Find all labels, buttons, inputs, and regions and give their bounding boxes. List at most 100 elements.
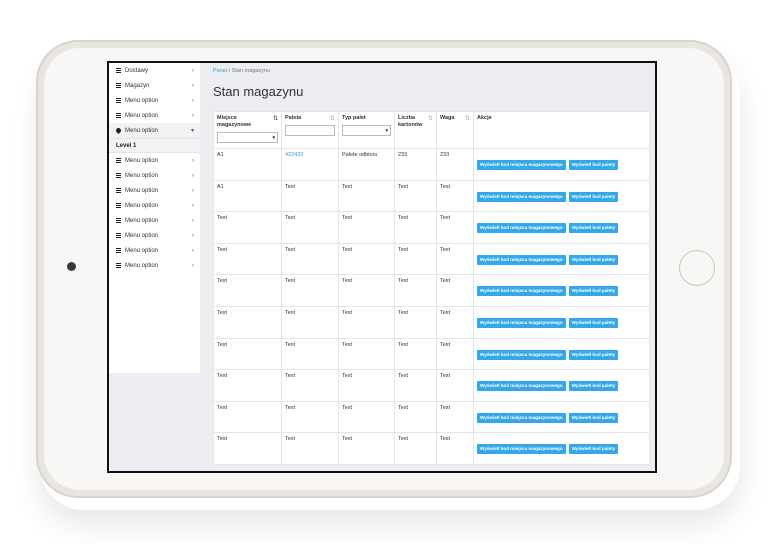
filter-input[interactable] [285,125,335,136]
table-cell: Text [394,274,437,307]
cell-value: Text [398,278,409,285]
actions-cell: Wyświetl kod miejsca magazynowego Wyświet… [473,337,650,371]
table-row: Text Text Text Text Text Wyświetl kod miejsca… [213,242,650,276]
actions-cell: Wyświetl kod miejsca magazynowego Wyświet… [473,242,650,276]
column-header[interactable]: Liczba kartonów ⇅ [394,111,437,149]
sidebar-item[interactable]: Dostawy › [109,63,200,78]
home-button[interactable] [679,250,715,286]
show-location-code-button[interactable]: Wyświetl kod miejsca magazynowego [477,191,566,202]
cell-value: Text [285,341,296,348]
cell-value: Text [398,436,409,443]
show-location-code-button[interactable]: Wyświetl kod miejsca magazynowego [477,381,566,392]
show-location-code-button[interactable]: Wyświetl kod miejsca magazynowego [477,254,566,265]
sidebar-sub-item[interactable]: Menu option › [109,198,200,213]
list-icon [116,263,121,268]
sidebar: Dostawy › Magazyn › Menu option › Menu option ›… [109,63,200,373]
column-header[interactable]: Miejsce magazynowe ⇅ ▾ [213,111,282,149]
sidebar-item-label: Menu option [125,217,159,224]
chevron-right-icon: › [192,67,194,74]
show-pallet-code-button[interactable]: Wyświetl kod palety [568,317,619,328]
actions-cell: Wyświetl kod miejsca magazynowego Wyświet… [473,369,650,402]
sidebar-item-label: Menu option [125,262,159,269]
breadcrumb-separator: / [228,68,231,74]
sidebar-sub-item[interactable]: Menu option › [109,258,200,273]
filter-select[interactable]: ▾ [342,125,391,136]
sidebar-sub-item[interactable]: Menu option › [109,153,200,168]
cell-value: Text [440,404,451,411]
table-cell: Text [213,211,282,244]
cell-value: Text [342,183,353,190]
breadcrumb-current: Stan magazynu [231,68,270,74]
table-row: Text Text Text Text Text Wyświetl kod miejsca… [213,432,650,465]
sort-icon[interactable]: ⇅ [427,116,433,122]
sidebar-item-label: Dostawy [125,67,149,74]
chevron-right-icon: › [192,82,194,89]
show-location-code-button[interactable]: Wyświetl kod miejsca magazynowego [477,349,566,360]
app-viewport: Dostawy › Magazyn › Menu option › Menu option ›… [109,63,655,471]
sort-icon[interactable]: ⇅ [272,116,278,122]
sidebar-item[interactable]: Menu option › [109,93,200,108]
sidebar-sub-item[interactable]: Menu option › [109,228,200,243]
show-pallet-code-button[interactable]: Wyświetl kod palety [568,349,619,360]
column-header-label: Typ palet [342,115,366,121]
chevron-right-icon: › [192,112,194,119]
show-location-code-button[interactable]: Wyświetl kod miejsca magazynowego [477,286,566,297]
sidebar-item[interactable]: Menu option › [109,108,200,123]
show-location-code-button[interactable]: Wyświetl kod miejsca magazynowego [477,412,566,423]
table-cell: Text [213,369,282,402]
sort-icon[interactable]: ⇅ [464,116,470,122]
show-location-code-button[interactable]: Wyświetl kod miejsca magazynowego [477,223,566,234]
column-header[interactable]: Akcje [473,111,650,149]
table-cell: Text [338,211,395,244]
table-cell: Text [281,179,339,213]
sidebar-item-label: Menu option [125,97,159,104]
sidebar-sub-item[interactable]: Menu option › [109,168,200,183]
sort-icon[interactable]: ⇅ [329,116,335,122]
pallet-link[interactable]: 432432 [285,152,304,158]
filter-select[interactable]: ▾ [217,132,278,143]
column-header[interactable]: Paleta ⇅ [281,111,339,149]
show-pallet-code-button[interactable]: Wyświetl kod palety [568,381,619,392]
table-cell: Text [394,211,437,244]
show-pallet-code-button[interactable]: Wyświetl kod palety [568,254,619,265]
sidebar-item-label: Menu option [125,157,159,164]
show-pallet-code-button[interactable]: Wyświetl kod palety [568,191,619,202]
chevron-down-icon: ▾ [385,128,388,134]
sidebar-sub-item[interactable]: Menu option › [109,213,200,228]
show-pallet-code-button[interactable]: Wyświetl kod palety [568,160,619,170]
actions-cell: Wyświetl kod miejsca magazynowego Wyświet… [473,179,650,213]
table-cell: Text [394,179,437,213]
chevron-down-icon: ▾ [272,135,275,141]
actions-cell: Wyświetl kod miejsca magazynowego Wyświet… [473,305,650,339]
show-pallet-code-button[interactable]: Wyświetl kod palety [568,412,619,423]
sidebar-item[interactable]: Magazyn › [109,78,200,93]
main-content: Panel / Stan magazynu Stan magazynu Miej… [213,63,655,471]
cell-value: Text [398,373,409,380]
chevron-right-icon: › [192,247,194,254]
sidebar-sub-item[interactable]: Menu option › [109,243,200,258]
show-pallet-code-button[interactable]: Wyświetl kod palety [568,444,619,455]
cell-value: Text [440,309,451,316]
actions-cell: Wyświetl kod miejsca magazynowego Wyświet… [473,274,650,307]
sidebar-sub-item[interactable]: Menu option › [109,183,200,198]
table-cell: Text [213,432,282,465]
table-cell: Text [394,305,437,339]
list-icon [116,203,121,208]
table-cell: Text [213,274,282,307]
sidebar-item[interactable]: Menu option ▾ [109,123,200,138]
show-location-code-button[interactable]: Wyświetl kod miejsca magazynowego [477,160,566,170]
show-location-code-button[interactable]: Wyświetl kod miejsca magazynowego [477,444,566,455]
cell-value: Text [440,215,451,222]
column-header[interactable]: Waga ⇅ [436,111,474,149]
show-location-code-button[interactable]: Wyświetl kod miejsca magazynowego [477,317,566,328]
column-header[interactable]: Typ palet ▾ [338,111,395,149]
chevron-right-icon: › [192,97,194,104]
chevron-right-icon: › [192,187,194,194]
table-cell: Text [281,432,339,465]
show-pallet-code-button[interactable]: Wyświetl kod palety [568,286,619,297]
cell-value: Text [342,278,353,285]
show-pallet-code-button[interactable]: Wyświetl kod palety [568,223,619,234]
table-cell: Text [338,242,395,276]
table-row: A1 432432 Palete odbioru 233 233 Wyświetl kod… [213,148,650,181]
breadcrumb-link-panel[interactable]: Panel [213,68,228,74]
